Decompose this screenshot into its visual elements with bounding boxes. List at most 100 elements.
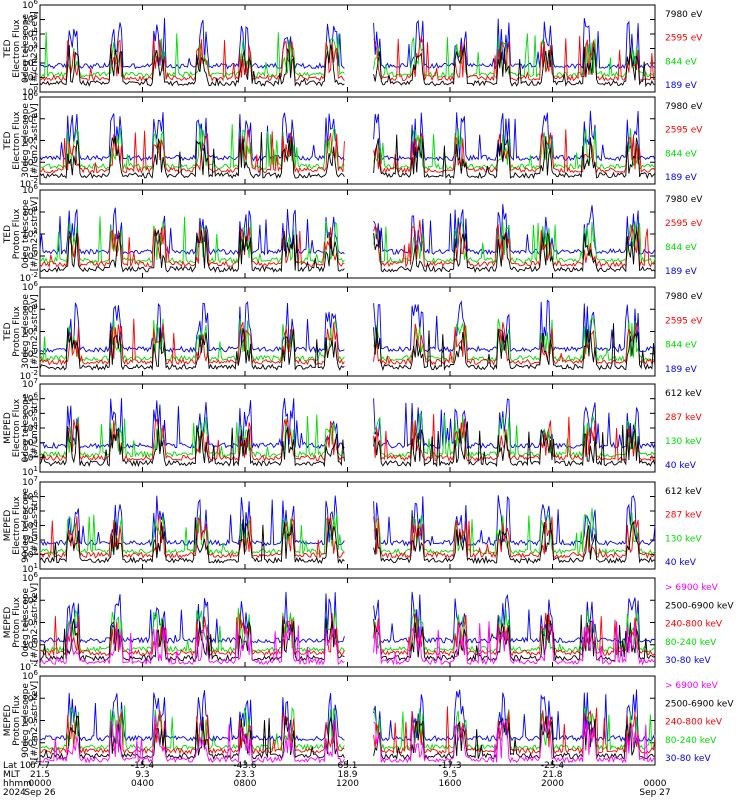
legend-entry: > 6900 keV — [665, 681, 719, 691]
y-tick-label: 106 — [22, 571, 38, 584]
series-line — [373, 322, 656, 366]
panel-frame — [39, 577, 656, 668]
x-tick-label: Sep 26 — [24, 788, 56, 798]
series-line — [373, 44, 656, 88]
series-line — [39, 607, 345, 654]
series-line — [373, 129, 656, 174]
y-tick-label: 103 — [22, 533, 38, 546]
panel-7: 10-2 100 102 104 106 MEPED Proton Flux 0deg tel… — [3, 571, 734, 673]
legend-entry: 612 keV — [665, 487, 702, 497]
y-tick-label: 103 — [22, 436, 38, 449]
legend-entry: 7980 eV — [665, 10, 703, 20]
series-line — [373, 134, 656, 180]
series-line — [39, 705, 345, 752]
series-line — [39, 515, 345, 559]
series-line — [373, 323, 656, 372]
y-tick-label: 102 — [22, 56, 38, 69]
y-tick-label: 10-2 — [20, 369, 38, 382]
legend-entry: 130 keV — [665, 437, 702, 447]
x-row-label: Lat — [3, 761, 18, 771]
y-tick-label: 104 — [22, 421, 38, 434]
legend-entry: 240-800 keV — [665, 620, 723, 630]
y-tick-label: 105 — [22, 504, 38, 517]
legend-entry: 30-80 keV — [665, 754, 711, 764]
legend-entry: 2595 eV — [665, 316, 703, 326]
x-tick-label: 0000 — [644, 779, 667, 789]
y-axis-label: Proton Flux — [12, 306, 22, 357]
y-axis-label: Electron Flux — [12, 398, 22, 457]
legend-entry: 7980 eV — [665, 292, 703, 302]
y-axis-label: 90deg telescope — [21, 488, 31, 563]
x-tick-label: Sep 27 — [639, 788, 670, 798]
y-axis-label: [#/cm2-s-str-keV] — [30, 583, 40, 662]
series-line — [373, 220, 656, 265]
legend-entry: 7980 eV — [665, 195, 703, 205]
series-line — [39, 495, 345, 547]
y-tick-label: 104 — [22, 302, 38, 315]
y-tick-label: 106 — [22, 183, 38, 196]
series-line — [39, 36, 345, 82]
series-line — [373, 620, 656, 666]
y-axis-label: [#/cm2-s-str-eV] — [30, 197, 40, 272]
y-tick-label: 100 — [22, 155, 38, 168]
series-line — [39, 621, 345, 666]
series-line — [39, 715, 345, 764]
y-axis-label: 0deg telescope — [21, 14, 31, 84]
x-tick-label: 9.3 — [135, 770, 149, 780]
series-line — [39, 715, 345, 760]
x-tick-label: 23.3 — [235, 770, 255, 780]
series-line — [373, 495, 656, 547]
x-tick-label: 21.8 — [542, 770, 562, 780]
series-line — [373, 110, 656, 162]
legend-entry: 2500-6900 keV — [665, 699, 734, 709]
series-line — [39, 129, 345, 174]
legend-entry: 287 keV — [665, 511, 702, 521]
y-axis-label: Proton Flux — [12, 695, 22, 746]
y-axis-label: Electron Flux — [12, 111, 22, 170]
x-tick-label: 9.5 — [443, 770, 457, 780]
x-tick-label: 0400 — [131, 779, 154, 789]
y-tick-label: 102 — [22, 450, 38, 463]
legend-entry: 189 eV — [665, 267, 698, 277]
x-tick-label: -17.3 — [438, 761, 461, 771]
y-axis-label: [#/cm2-s-str] — [30, 398, 40, 458]
series-line — [39, 229, 345, 273]
y-tick-label: 100 — [22, 85, 38, 98]
y-tick-label: 105 — [22, 13, 38, 26]
series-line — [39, 414, 345, 459]
legend-entry: 40 keV — [665, 558, 697, 568]
y-axis-label: Electron Flux — [12, 19, 22, 78]
legend-entry: 287 keV — [665, 413, 702, 423]
legend-entry: 7980 eV — [665, 102, 703, 112]
x-row-label: 2024 — [3, 788, 26, 798]
series-line — [373, 719, 656, 764]
series-line — [373, 609, 656, 654]
series-line — [39, 513, 345, 556]
panel-2: 10-2 100 102 104 106 TED Electron Flux 30deg te… — [3, 90, 703, 190]
x-tick-label: 18.9 — [337, 770, 357, 780]
legend-entry: 189 eV — [665, 173, 698, 183]
legend-entry: 240-800 keV — [665, 718, 723, 728]
series-line — [39, 112, 345, 162]
y-tick-label: 104 — [22, 593, 38, 606]
series-line — [39, 327, 345, 371]
series-line — [39, 398, 345, 450]
y-tick-label: 104 — [22, 691, 38, 704]
x-tick-label: -25.4 — [541, 761, 565, 771]
series-line — [39, 301, 345, 354]
y-tick-label: 106 — [22, 0, 38, 11]
legend-entry: 2500-6900 keV — [665, 601, 734, 611]
y-tick-label: 101 — [22, 562, 38, 575]
legend-entry: > 6900 keV — [665, 583, 719, 593]
y-axis-label: TED — [3, 225, 13, 244]
series-line — [39, 44, 345, 88]
x-tick-label: 65.1 — [337, 761, 357, 771]
y-tick-label: 106 — [22, 90, 38, 103]
y-tick-label: 102 — [22, 325, 38, 338]
y-tick-label: 106 — [22, 392, 38, 405]
series-line — [373, 33, 656, 79]
x-tick-label: 1200 — [336, 779, 359, 789]
